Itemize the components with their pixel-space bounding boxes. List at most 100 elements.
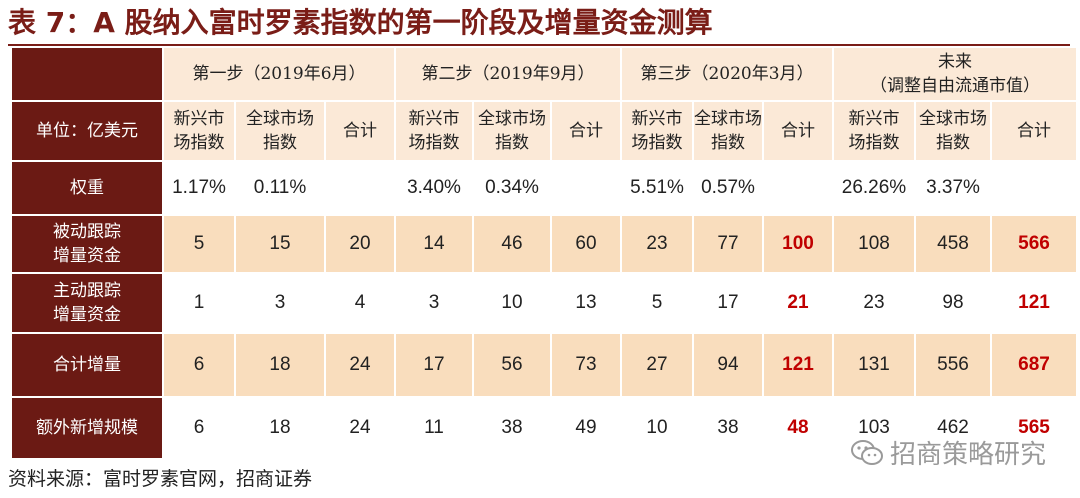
table-cell (326, 162, 394, 214)
table-cell: 0.57% (694, 162, 762, 214)
table-cell: 3.40% (396, 162, 472, 214)
period-header-label: 第三步（2020年3月） (640, 64, 814, 84)
period-header-line: 未来 (938, 52, 972, 72)
table-cell: 11 (396, 398, 472, 458)
sub-header-line: 指数 (263, 133, 297, 153)
sub-header-line: 全球市场 (478, 109, 546, 129)
period-header-label: 第一步（2019年6月） (192, 64, 366, 84)
table-cell: 38 (474, 398, 550, 458)
table-cell: 27 (622, 334, 692, 396)
row-label-line: 权重 (70, 178, 104, 198)
table-cell: 462 (916, 398, 990, 458)
sub-header-line: 新兴市 (408, 109, 460, 129)
wechat-icon (850, 439, 883, 465)
table-cell: 3 (236, 274, 324, 332)
table-title: 表 7：A 股纳入富时罗素指数的第一阶段及增量资金测算 (8, 6, 713, 39)
table-cell: 98 (916, 274, 990, 332)
unit-label: 单位：亿美元 (12, 102, 162, 160)
table-cell: 24 (326, 398, 394, 458)
table-cell: 5 (622, 274, 692, 332)
watermark-text: 招商策略研究 (889, 440, 1046, 470)
table-cell: 26.26% (834, 162, 914, 214)
sub-header-line: 新兴市 (173, 109, 225, 129)
period-header: 第三步（2020年3月） (622, 48, 832, 100)
sub-header: 合计 (552, 102, 620, 160)
table-cell: 3 (396, 274, 472, 332)
table-cell: 3.37% (916, 162, 990, 214)
table-cell: 5 (164, 216, 234, 272)
table-cell: 6 (164, 398, 234, 458)
table-cell: 121 (764, 334, 832, 396)
sub-header: 全球市场 指数 (474, 102, 550, 160)
row-label-line: 额外新增规模 (36, 418, 138, 438)
source-note: 资料来源：富时罗素官网，招商证券 (8, 468, 313, 490)
table-cell: 458 (916, 216, 990, 272)
period-header-label: 第二步（2019年9月） (421, 64, 595, 84)
table-cell: 73 (552, 334, 620, 396)
table-cell: 94 (694, 334, 762, 396)
table-cell: 0.11% (236, 162, 324, 214)
sub-header-line: 合计 (781, 121, 815, 141)
sub-header-line: 新兴市 (848, 109, 900, 129)
row-label-line: 主动跟踪 (53, 281, 121, 301)
table-cell: 18 (236, 398, 324, 458)
table-cell: 46 (474, 216, 550, 272)
table-cell: 5.51% (622, 162, 692, 214)
table-cell: 38 (694, 398, 762, 458)
row-label: 主动跟踪 增量资金 (12, 274, 162, 332)
table-cell: 17 (396, 334, 472, 396)
sub-header: 全球市场 指数 (236, 102, 324, 160)
table-cell: 56 (474, 334, 550, 396)
sub-header: 合计 (764, 102, 832, 160)
table-cell: 100 (764, 216, 832, 272)
table-cell (552, 162, 620, 214)
row-label: 权重 (12, 162, 162, 214)
unit-label-text: 单位：亿美元 (36, 121, 138, 141)
table-cell: 20 (326, 216, 394, 272)
sub-header-line: 场指数 (631, 133, 683, 153)
table-cell: 13 (552, 274, 620, 332)
sub-header: 新兴市 场指数 (834, 102, 914, 160)
sub-header-line: 合计 (343, 121, 377, 141)
row-label: 合计增量 (12, 334, 162, 396)
sub-header-line: 指数 (711, 133, 745, 153)
table-cell: 566 (992, 216, 1076, 272)
row-label-line: 合计增量 (53, 355, 121, 375)
sub-header: 新兴市 场指数 (164, 102, 234, 160)
sub-header-line: 指数 (936, 133, 970, 153)
table-cell: 15 (236, 216, 324, 272)
table-cell: 10 (474, 274, 550, 332)
table-cell: 687 (992, 334, 1076, 396)
period-header: 第一步（2019年6月） (164, 48, 394, 100)
sub-header-line: 全球市场 (246, 109, 314, 129)
table-cell: 1.17% (164, 162, 234, 214)
table-cell: 1 (164, 274, 234, 332)
table-cell: 10 (622, 398, 692, 458)
sub-header: 全球市场 指数 (694, 102, 762, 160)
table-cell: 77 (694, 216, 762, 272)
table-cell: 556 (916, 334, 990, 396)
sub-header: 新兴市 场指数 (396, 102, 472, 160)
table-cell: 23 (622, 216, 692, 272)
table-cell: 17 (694, 274, 762, 332)
period-header: 未来 （调整自由流通市值） (834, 48, 1076, 100)
period-header-line: （调整自由流通市值） (870, 76, 1040, 96)
row-label-line: 增量资金 (53, 246, 121, 266)
table-cell: 23 (834, 274, 914, 332)
sub-header: 新兴市 场指数 (622, 102, 692, 160)
table-cell: 565 (992, 398, 1076, 458)
sub-header: 合计 (326, 102, 394, 160)
table-cell (992, 162, 1076, 214)
table-cell: 24 (326, 334, 394, 396)
table-cell: 18 (236, 334, 324, 396)
table-cell: 48 (764, 398, 832, 458)
sub-header-line: 新兴市 (631, 109, 683, 129)
table-cell: 6 (164, 334, 234, 396)
data-table: 第一步（2019年6月） 第二步（2019年9月） 第三步（2020年3月） 未来 （调… (12, 48, 1076, 458)
table-cell (764, 162, 832, 214)
sub-header-line: 场指数 (173, 133, 225, 153)
sub-header-line: 场指数 (408, 133, 460, 153)
table-cell: 14 (396, 216, 472, 272)
sub-header: 合计 (992, 102, 1076, 160)
sub-header-line: 全球市场 (694, 109, 762, 129)
